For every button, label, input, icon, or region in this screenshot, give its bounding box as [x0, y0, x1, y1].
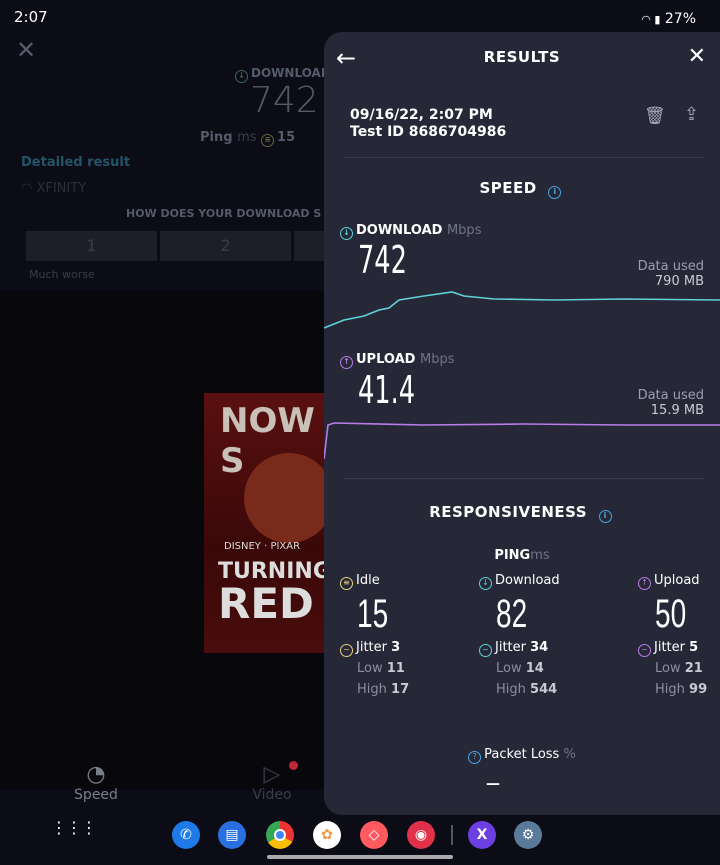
test-info: 09/16/22, 2:07 PM Test ID 8686704986 — [350, 107, 507, 140]
upload-data-used: Data used 15.9 MB — [637, 388, 704, 418]
phone-app-icon[interactable]: ✆ — [172, 821, 200, 849]
ping-idle: ≡ Idle 15 ~ Jitter 3 Low 11 High 17 — [340, 570, 409, 700]
close-icon[interactable]: ✕ — [687, 44, 706, 69]
speedometer-icon: ◔ — [86, 762, 106, 787]
ping-download: ↓ Download 82 ~ Jitter 34 Low 14 High 544 — [479, 570, 560, 700]
close-icon[interactable]: ✕ — [16, 36, 37, 64]
nav-speed[interactable]: ◔ Speed — [60, 762, 132, 803]
results-title: RESULTS — [483, 48, 561, 66]
download-label: ↓ DOWNLOAD Mbps — [340, 223, 481, 240]
upload-icon: ↑ — [638, 577, 651, 590]
responsiveness-title: RESPONSIVENESS i — [324, 503, 720, 523]
bg-ping: Ping ms ≡ 15 — [200, 130, 296, 147]
jitter-icon: ~ — [479, 644, 492, 657]
jitter-icon: ~ — [638, 644, 651, 657]
results-panel: ← RESULTS ✕ 09/16/22, 2:07 PM Test ID 868… — [324, 32, 720, 815]
upload-icon: ↑ — [340, 356, 353, 369]
ping-heading: PINGms — [494, 548, 550, 563]
x-app-icon[interactable]: X — [468, 821, 496, 849]
download-icon: ↓ — [479, 577, 492, 590]
speed-title: SPEED i — [324, 179, 720, 199]
ping-upload: ↑ Upload 50 ~ Jitter 5 Low 21 High 99 — [638, 570, 707, 700]
settings-app-icon[interactable]: ⚙ — [514, 821, 542, 849]
download-icon: ↓ — [340, 227, 353, 240]
jitter-icon: ~ — [340, 644, 353, 657]
idle-icon: ≡ — [340, 577, 353, 590]
home-indicator[interactable] — [267, 855, 453, 859]
nav-video[interactable]: ▷ Video — [240, 762, 304, 803]
download-data-used: Data used 790 MB — [637, 259, 704, 289]
download-graph — [324, 291, 720, 329]
bg-download-label: ↓ DOWNLOAD — [235, 66, 331, 83]
rating-1[interactable]: 1 — [26, 231, 157, 261]
back-arrow-icon[interactable]: ← — [336, 44, 357, 72]
survey-question: HOW DOES YOUR DOWNLOAD S — [126, 207, 322, 220]
photos-app-icon[interactable]: ✿ — [313, 821, 341, 849]
isp-name: ◠ XFINITY — [21, 181, 87, 196]
chrome-app-icon[interactable] — [266, 821, 294, 849]
upload-value: 41.4 — [358, 368, 416, 412]
airbnb-app-icon[interactable]: ◇ — [360, 821, 388, 849]
status-time: 2:07 — [14, 8, 48, 26]
bg-download-value: 742 — [250, 80, 319, 121]
rating-2[interactable]: 2 — [160, 231, 291, 261]
play-icon: ▷ — [263, 762, 281, 787]
ad-poster[interactable]: NOW S DISNEY · PIXAR TURNING RED — [204, 393, 324, 653]
packet-loss-value: — — [486, 776, 500, 792]
download-icon: ↓ — [235, 70, 248, 83]
battery-text: 27% — [664, 11, 696, 27]
share-icon[interactable]: ⇪ — [684, 104, 700, 125]
info-icon[interactable]: i — [598, 510, 612, 523]
rating-caption: Much worse — [29, 268, 95, 281]
upload-graph — [324, 422, 720, 460]
messages-app-icon[interactable]: ▤ — [218, 821, 246, 849]
info-icon[interactable]: i — [548, 186, 562, 199]
upload-label: ↑ UPLOAD Mbps — [340, 352, 455, 369]
idle-icon: ≡ — [261, 134, 275, 147]
trash-icon[interactable]: 🗑 — [644, 106, 666, 126]
help-icon[interactable]: ? — [468, 751, 482, 764]
detailed-result-link[interactable]: Detailed result — [21, 155, 131, 170]
battery-level: ◠ ▮ 27% — [641, 11, 696, 27]
camera-app-icon[interactable]: ◉ — [407, 821, 435, 849]
download-value: 742 — [358, 238, 407, 282]
app-drawer-icon[interactable]: ⋮⋮⋮ — [51, 818, 97, 837]
wifi-signal-icon: ◠ ▮ — [641, 13, 661, 26]
packet-loss-label: ? Packet Loss % — [324, 747, 720, 764]
